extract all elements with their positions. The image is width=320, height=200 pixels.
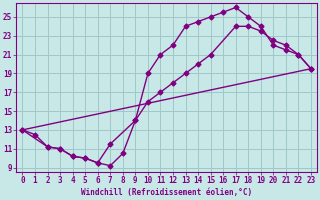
X-axis label: Windchill (Refroidissement éolien,°C): Windchill (Refroidissement éolien,°C) (81, 188, 252, 197)
